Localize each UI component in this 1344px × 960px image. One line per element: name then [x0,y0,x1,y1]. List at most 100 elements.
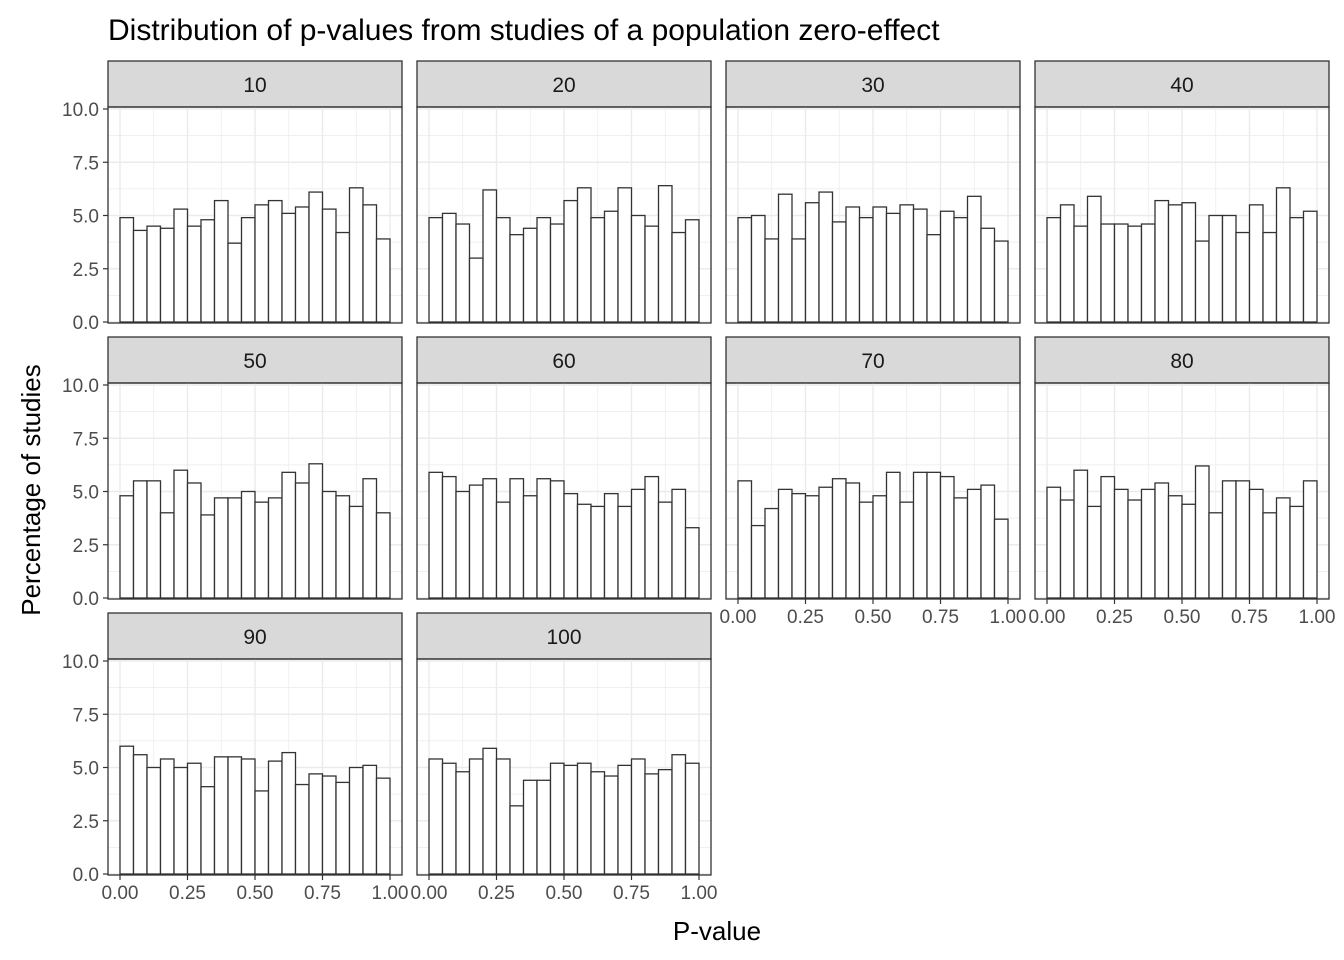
histogram-bar [1289,216,1305,323]
x-tick-label: 0.50 [546,883,583,904]
facet-panels: 100.02.55.07.510.020 30 40500.02.55.07.510… [62,60,1335,904]
facet-strip-label: 90 [243,626,266,649]
histogram-bar [1086,195,1102,323]
histogram-bar [657,501,673,599]
histogram-bar [281,751,297,875]
y-tick-label: 10.0 [62,652,99,673]
histogram-bar [926,234,942,323]
facet-strip [416,336,712,384]
histogram-bar [590,216,606,323]
histogram-bar [132,754,148,875]
histogram-bar [750,214,766,323]
y-tick-label: 7.5 [73,153,99,174]
y-tick-label: 0.0 [73,313,99,334]
histogram-bar [1127,225,1143,323]
histogram-bar [227,497,243,599]
histogram-bar [1235,480,1251,599]
histogram-bar [764,238,780,323]
histogram-bar [200,786,216,875]
x-tick-label: 0.00 [411,883,448,904]
histogram-bar [576,187,592,323]
facet-panel-10: 10 0.0 2.5 5.0 7.5 10.0 [62,60,403,334]
histogram-bars [1046,187,1318,323]
histogram-bar [1262,231,1278,323]
histogram-bar [737,480,753,599]
histogram-bar [777,488,793,599]
histogram-bars [1046,465,1318,599]
histogram-bar [684,219,700,323]
histogram-bar [1113,223,1129,323]
x-tick-label: 0.25 [169,883,206,904]
histogram-bar [899,501,915,599]
y-tick-label: 7.5 [73,705,99,726]
histogram-bar [267,199,283,323]
histogram-bar [617,505,633,599]
x-tick-label: 0.50 [237,883,274,904]
y-axis-title: Percentage of studies [16,364,46,616]
histogram-bar [603,210,619,323]
histogram-bar [132,480,148,599]
histogram-bar [321,490,337,599]
histogram-bar [522,495,538,599]
histogram-bar [1275,187,1291,323]
histogram-bars [428,185,700,323]
histogram-bar [159,758,175,875]
chart-title: Distribution of p-values from studies of… [108,14,940,47]
histogram-bar [308,191,324,323]
histogram-bar [1302,480,1318,599]
y-tick-label: 10.0 [62,100,99,121]
facet-strip [725,60,1021,108]
histogram-bar [281,471,297,599]
histogram-bar [335,781,351,875]
x-tick-label: 1.00 [990,607,1027,628]
histogram-bar [213,497,229,599]
histogram-bar [522,227,538,323]
histogram-bar [777,193,793,323]
histogram-bar [671,231,687,323]
histogram-bar [240,490,256,599]
histogram-bar [294,783,310,875]
histogram-bar [750,524,766,599]
histogram-bar [630,758,646,875]
histogram-bar [321,208,337,323]
facet-strip-label: 40 [1170,74,1193,97]
histogram-bar [899,204,915,323]
histogram-bar [885,471,901,599]
histogram-bar [335,495,351,599]
histogram-bar [375,777,391,875]
facet-panel-40: 40 [1034,60,1330,324]
histogram-bar [912,208,928,323]
histogram-bar [308,773,324,875]
histogram-bar [348,187,364,323]
histogram-bar [468,758,484,875]
histogram-bar [536,779,552,875]
x-tick-label: 0.75 [613,883,650,904]
histogram-bar [858,216,874,323]
histogram-bar [1086,505,1102,599]
histogram-bar [563,199,579,323]
x-tick-label: 0.25 [787,607,824,628]
histogram-bar [227,756,243,875]
facet-strip-label: 50 [243,350,266,373]
histogram-bar [791,492,807,599]
histogram-bar [254,501,270,599]
x-tick-label: 0.75 [1231,607,1268,628]
histogram-bar [966,195,982,323]
histogram-bar [119,216,135,323]
histogram-bar [119,495,135,599]
histogram-bar [1235,231,1251,323]
facet-strip-label: 20 [552,74,575,97]
histogram-bar [644,773,660,875]
histogram-bar [1208,214,1224,323]
histogram-bar [495,758,511,875]
histogram-bar [684,762,700,875]
histogram-bar [1248,488,1264,599]
facet-panel-90: 90 0.0 2.5 5.0 7.5 10.0 0.00 0.25 0.50 0.75 1.00 [62,612,408,904]
histogram-bar [831,478,847,599]
histogram-bar [240,216,256,323]
facet-strip [1034,60,1330,108]
histogram-bar [173,469,189,599]
histogram-bar [939,210,955,323]
facet-strip-label: 30 [861,74,884,97]
histogram-bar [858,501,874,599]
